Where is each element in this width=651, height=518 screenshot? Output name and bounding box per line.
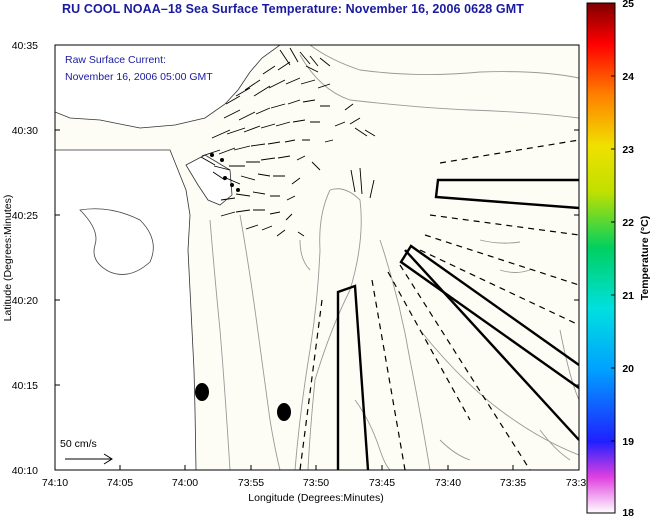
y-tick-marks (55, 44, 579, 471)
x-tick: 74:10 (42, 477, 68, 489)
y-tick-labels: 40:35 40:30 40:25 40:20 40:15 40:10 (12, 40, 38, 477)
x-tick: 74:05 (107, 477, 133, 489)
x-tick: 74:00 (172, 477, 198, 489)
x-tick: 73:45 (369, 477, 395, 489)
marker-2 (277, 403, 291, 421)
colorbar-tick: 23 (622, 144, 634, 156)
colorbar-label: Temperature (°C) (639, 216, 651, 301)
colorbar-tick-labels: 25 24 23 22 21 20 19 18 (622, 0, 634, 518)
overlay-line2: November 16, 2006 05:00 GMT (65, 71, 213, 83)
colorbar-tick: 24 (622, 71, 634, 83)
colorbar (586, 2, 616, 514)
x-axis-label: Longitude (Degrees:Minutes) (248, 492, 383, 504)
x-tick: 73:55 (238, 477, 264, 489)
y-tick: 40:15 (12, 380, 38, 392)
surface-current-vectors (200, 47, 376, 237)
land-new-jersey (55, 149, 197, 470)
colorbar-ticks (611, 2, 615, 514)
colorbar-tick: 18 (622, 507, 634, 518)
colorbar-tick: 25 (622, 0, 634, 10)
colorbar-tick: 20 (622, 363, 634, 375)
y-tick: 40:20 (12, 295, 38, 307)
dashed-boundaries (299, 139, 579, 470)
shipping-lane-polygons (336, 178, 579, 470)
y-axis-label: Latitude (Degrees:Minutes) (2, 195, 14, 322)
y-tick: 40:25 (12, 210, 38, 222)
scale-arrow (65, 453, 113, 465)
x-tick: 73:50 (303, 477, 329, 489)
y-tick: 40:10 (12, 465, 38, 477)
x-tick: 73:40 (435, 477, 461, 489)
x-tick-labels: 74:10 74:05 74:00 73:55 73:50 73:45 73:4… (42, 477, 587, 489)
x-tick: 73:3 (566, 477, 587, 489)
overlay-line1: Raw Surface Current: (65, 54, 166, 66)
bay-outline (79, 208, 154, 275)
figure-title: RU COOL NOAA–18 Sea Surface Temperature:… (62, 2, 524, 16)
y-tick: 40:35 (12, 40, 38, 52)
scale-label: 50 cm/s (60, 438, 97, 450)
current-arrowheads (210, 153, 240, 192)
y-tick: 40:30 (12, 125, 38, 137)
land-upper (55, 45, 281, 129)
colorbar-tick: 22 (622, 217, 634, 229)
x-tick-marks (119, 465, 514, 470)
bathymetry-contours (209, 45, 579, 470)
plot-frame (54, 44, 580, 471)
x-tick: 73:35 (500, 477, 526, 489)
colorbar-tick: 21 (622, 290, 634, 302)
colorbar-tick: 19 (622, 436, 634, 448)
marker-1 (195, 383, 209, 401)
